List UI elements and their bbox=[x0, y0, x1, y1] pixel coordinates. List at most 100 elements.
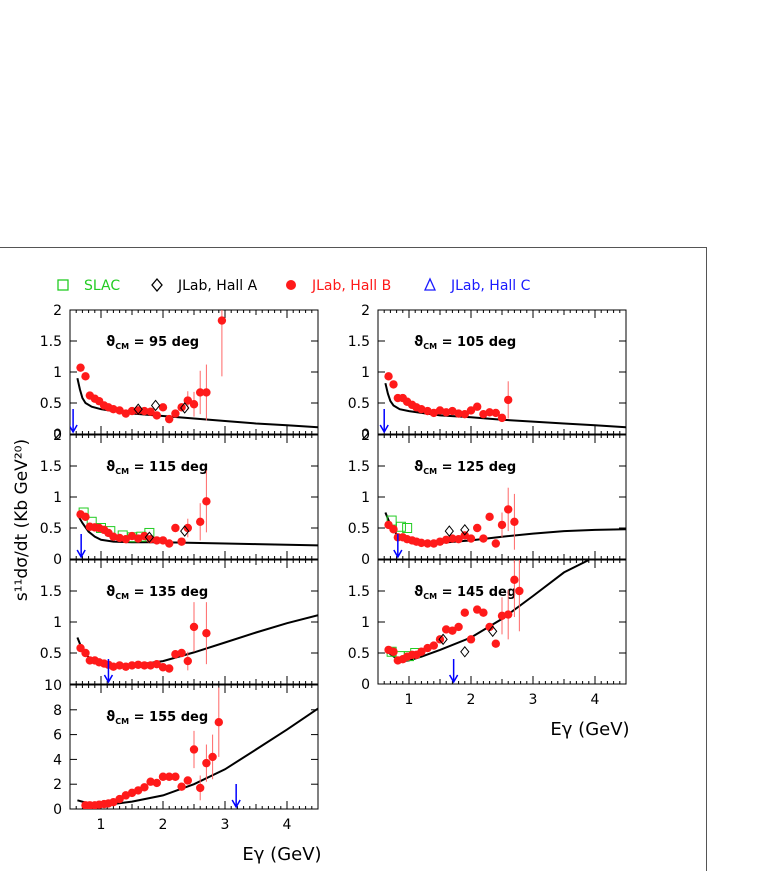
hall-a-point bbox=[180, 402, 190, 414]
hall-b-point bbox=[81, 648, 90, 658]
hall-b-point bbox=[171, 523, 180, 533]
y-tick-label: 1.5 bbox=[348, 334, 370, 350]
hall-b-point bbox=[491, 639, 500, 648]
hall-b-point bbox=[134, 406, 143, 415]
hall-a-point bbox=[438, 633, 448, 646]
theory-curve bbox=[384, 512, 626, 544]
hall-b-point bbox=[497, 520, 507, 530]
hall-b-point bbox=[81, 512, 90, 522]
hall-b-point bbox=[146, 407, 155, 416]
threshold-arrow-head bbox=[70, 424, 78, 434]
hall-b-point bbox=[177, 648, 186, 658]
y-tick-label: 1 bbox=[361, 490, 370, 506]
y-tick-label: 0 bbox=[361, 677, 370, 693]
hall-b-point bbox=[417, 538, 426, 548]
panel-2: 0 0.5 1 1.5 2 ϑCM = 105 deg bbox=[348, 303, 627, 443]
y-tick-label: 0 bbox=[53, 427, 62, 443]
hall-b-point bbox=[109, 797, 118, 807]
hall-b-point bbox=[171, 409, 180, 418]
hall-b-point bbox=[497, 413, 507, 423]
hall-b-point bbox=[196, 783, 205, 793]
hall-b-point bbox=[165, 772, 174, 781]
threshold-arrow-head bbox=[379, 424, 389, 434]
hall-a-point bbox=[144, 531, 155, 544]
hall-b-point bbox=[466, 406, 476, 415]
threshold-arrow-head bbox=[76, 549, 86, 559]
hall-b-point bbox=[202, 758, 211, 768]
y-tick-label: 1 bbox=[361, 365, 370, 381]
hall-b-point bbox=[429, 641, 438, 650]
theory-curve bbox=[76, 614, 318, 668]
hall-b-point bbox=[423, 539, 432, 548]
x-tick-label: 3 bbox=[529, 692, 538, 708]
hall-a-point bbox=[180, 525, 190, 537]
threshold-arrow-head bbox=[448, 674, 459, 684]
x-tick-label: 2 bbox=[467, 692, 476, 708]
hall-b-point bbox=[485, 408, 494, 417]
hall-b-point bbox=[454, 409, 463, 418]
panel-plot-area bbox=[379, 372, 626, 434]
y-tick-label: 1.5 bbox=[40, 584, 62, 600]
figure-frame bbox=[0, 247, 707, 871]
panel-plot-area bbox=[76, 602, 318, 684]
hall-b-point bbox=[189, 400, 199, 409]
x-tick-label: 4 bbox=[283, 817, 292, 833]
y-tick-label: 1.5 bbox=[40, 459, 62, 475]
hall-b-point bbox=[152, 536, 161, 545]
hall-b-point bbox=[127, 661, 137, 670]
hall-b-point bbox=[389, 525, 398, 534]
y-tick-label: 2 bbox=[361, 428, 370, 444]
hall-b-point bbox=[479, 608, 488, 617]
hall-b-point bbox=[384, 372, 393, 381]
y-axis-title: s¹¹dσ/dt (Kb GeV²⁰) bbox=[12, 439, 32, 601]
hall-b-point bbox=[504, 505, 513, 514]
hall-b-point bbox=[466, 635, 476, 644]
y-tick-label: 0.5 bbox=[348, 646, 370, 662]
hall-b-point bbox=[121, 534, 130, 544]
legend-item-0: SLAC bbox=[57, 278, 120, 294]
panel-label: ϑCM = 105 deg bbox=[414, 334, 516, 351]
hall-b-point bbox=[485, 512, 494, 522]
hall-b-point bbox=[485, 622, 494, 632]
hall-b-point bbox=[202, 497, 211, 506]
panel-5: 0.5 1 1.5 ϑCM = 135 deg bbox=[40, 559, 319, 685]
hall-b-point bbox=[152, 411, 161, 420]
hall-b-point bbox=[202, 628, 211, 638]
hall-b-point bbox=[158, 403, 168, 412]
legend-triangle-marker bbox=[423, 277, 437, 291]
hall-b-point bbox=[115, 794, 124, 804]
legend-label: JLab, Hall B bbox=[311, 278, 391, 294]
legend-label: JLab, Hall A bbox=[177, 278, 258, 294]
hall-a-point bbox=[488, 625, 498, 638]
panel-label: ϑCM = 125 deg bbox=[414, 459, 516, 476]
x-tick-label: 3 bbox=[221, 817, 230, 833]
y-tick-label: 4 bbox=[53, 752, 62, 768]
hall-b-point bbox=[196, 388, 205, 397]
hall-b-point bbox=[473, 402, 482, 411]
hall-b-point bbox=[510, 517, 519, 526]
hall-b-point bbox=[196, 517, 205, 526]
y-tick-label: 6 bbox=[53, 728, 62, 744]
panel-4: 0 0.5 1 1.5 2 ϑCM = 125 deg bbox=[348, 428, 627, 568]
y-tick-label: 0.5 bbox=[40, 646, 62, 662]
hall-b-point bbox=[76, 363, 85, 372]
hall-b-point bbox=[81, 372, 90, 381]
y-tick-label: 0.5 bbox=[40, 396, 62, 412]
hall-b-point bbox=[140, 783, 149, 792]
hall-b-point bbox=[202, 388, 211, 397]
hall-b-point bbox=[460, 409, 469, 419]
y-tick-label: 2 bbox=[53, 303, 62, 319]
hall-b-point bbox=[183, 523, 192, 533]
hall-a-point bbox=[150, 399, 161, 412]
hall-b-point bbox=[189, 622, 199, 632]
y-tick-label: 1 bbox=[53, 490, 62, 506]
hall-a-point bbox=[460, 645, 470, 658]
hall-a-point bbox=[460, 524, 470, 536]
hall-b-point bbox=[140, 661, 149, 670]
panel-plot-area bbox=[384, 487, 626, 559]
x-tick-label: 1 bbox=[97, 817, 106, 833]
hall-a-point bbox=[133, 403, 143, 416]
hall-b-point bbox=[389, 647, 398, 656]
panel-plot-area bbox=[384, 560, 590, 684]
